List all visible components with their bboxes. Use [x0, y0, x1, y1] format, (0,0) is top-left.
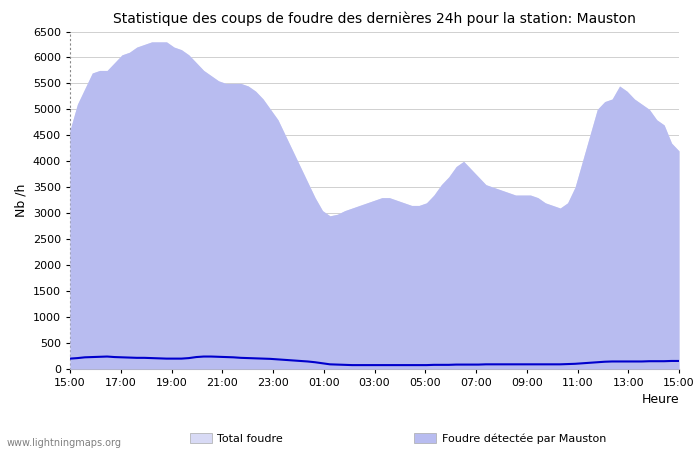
Text: www.lightningmaps.org: www.lightningmaps.org	[7, 438, 122, 448]
Text: Heure: Heure	[641, 392, 679, 405]
Title: Statistique des coups de foudre des dernières 24h pour la station: Mauston: Statistique des coups de foudre des dern…	[113, 12, 636, 26]
Legend: Total foudre, Moyenne de toutes les stations, Foudre détectée par Mauston: Total foudre, Moyenne de toutes les stat…	[186, 429, 610, 450]
Y-axis label: Nb /h: Nb /h	[14, 184, 27, 217]
